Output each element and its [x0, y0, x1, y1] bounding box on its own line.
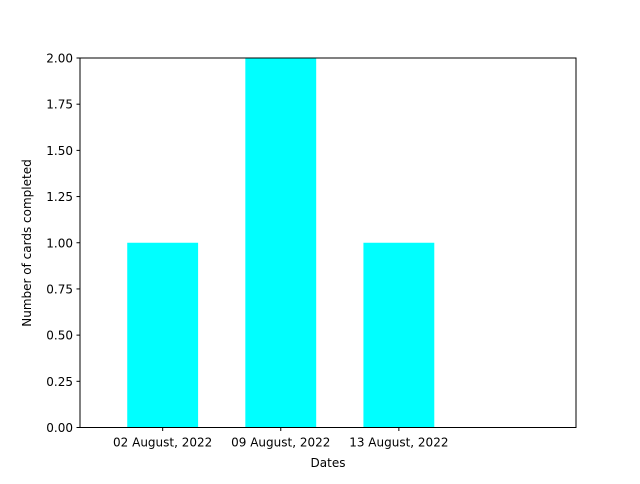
y-tick-label: 1.25: [46, 190, 73, 204]
y-tick-label: 0.50: [46, 329, 73, 343]
y-axis: 0.00 0.25 0.50 0.75 1.00 1.25 1.50 1.75 2.00: [46, 52, 80, 435]
y-axis-label: Number of cards completed: [20, 159, 34, 326]
bars-layer: [127, 58, 435, 428]
y-tick-label: 0.25: [46, 375, 73, 389]
y-tick-label: 1.75: [46, 98, 73, 112]
x-tick-label: 02 August, 2022: [113, 436, 212, 450]
y-tick-label: 0.00: [46, 421, 73, 435]
bar-2: [245, 58, 317, 428]
bar-3: [363, 242, 435, 428]
x-tick-label: 13 August, 2022: [349, 436, 448, 450]
bar-1: [127, 242, 199, 428]
x-axis-label: Dates: [311, 456, 346, 470]
y-tick-label: 1.00: [46, 236, 73, 250]
y-tick-label: 0.75: [46, 282, 73, 296]
x-axis: 02 August, 2022 09 August, 2022 13 August,…: [113, 427, 448, 450]
y-tick-label: 1.50: [46, 144, 73, 158]
y-tick-label: 2.00: [46, 52, 73, 66]
x-tick-label: 09 August, 2022: [231, 436, 330, 450]
